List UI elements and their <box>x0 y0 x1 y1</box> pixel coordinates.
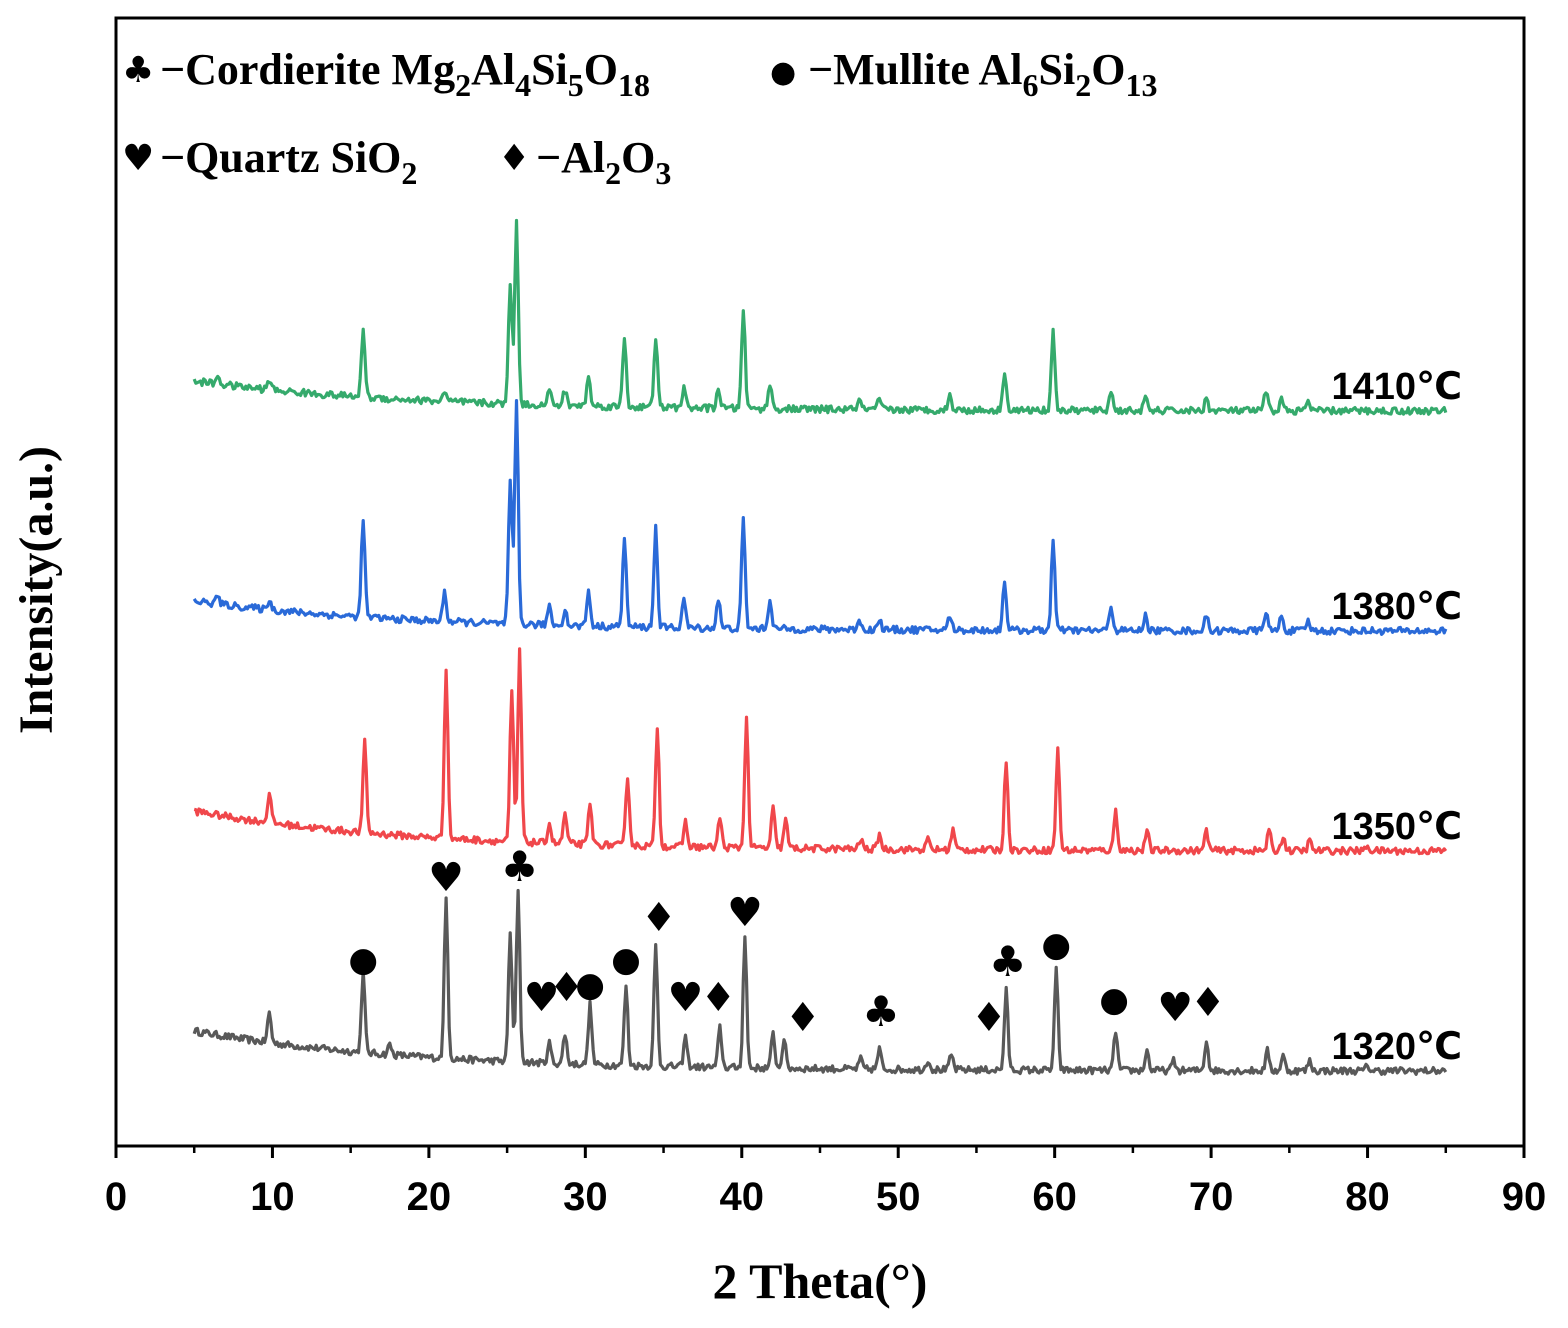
x-tick-label: 90 <box>1502 1175 1547 1219</box>
x-tick-label: 50 <box>876 1175 921 1219</box>
phase-marker: ♥ <box>524 975 560 1021</box>
plot-frame <box>114 16 1526 1148</box>
phase-marker: ♣ <box>989 937 1027 986</box>
legend-text: −Mullite Al6Si2O13 <box>808 45 1157 103</box>
series-line-1320℃ <box>192 888 1448 1076</box>
phase-marker: ● <box>1041 925 1071 965</box>
series-label: 1320℃ <box>1331 1026 1462 1068</box>
legend-symbol: ♦ <box>498 138 530 179</box>
legend-symbol: ● <box>770 55 796 90</box>
phase-marker: ♦ <box>1190 980 1226 1026</box>
phase-marker: ♥ <box>1157 985 1193 1031</box>
phase-marker: ♥ <box>727 890 763 936</box>
series-line-1380℃ <box>192 399 1448 636</box>
series-layer <box>192 218 1448 1076</box>
x-tick-label: 0 <box>105 1175 127 1219</box>
phase-marker: ♦ <box>785 995 821 1041</box>
x-axis-label: 2 Theta(°) <box>713 1253 928 1309</box>
series-label: 1380℃ <box>1331 586 1462 628</box>
x-tick-label: 70 <box>1189 1175 1234 1219</box>
phase-marker: ♣ <box>862 987 900 1036</box>
y-axis-label: Intensity(a.u.) <box>10 446 63 734</box>
series-label: 1350℃ <box>1331 806 1462 848</box>
phase-marker: ♥ <box>428 855 464 901</box>
x-tick-label: 60 <box>1032 1175 1077 1219</box>
legend: ♣ −Cordierite Mg2Al4Si5O18 ● −Mullite Al6Si… <box>122 45 1157 191</box>
phase-marker: ● <box>611 940 641 980</box>
legend-entry: ♣ −Cordierite Mg2Al4Si5O18 <box>122 45 650 103</box>
legend-symbol: ♣ <box>122 50 154 91</box>
x-tick-label: 10 <box>250 1175 295 1219</box>
phase-marker: ● <box>1099 980 1129 1020</box>
series-line-1350℃ <box>193 647 1448 856</box>
phase-marker: ♦ <box>971 995 1007 1041</box>
series-line-1410℃ <box>192 218 1448 416</box>
phase-marker: ♣ <box>501 842 539 891</box>
x-tick-label: 20 <box>407 1175 452 1219</box>
phase-marker: ● <box>348 940 378 980</box>
legend-text: −Quartz SiO2 <box>160 133 417 191</box>
legend-entry: ♥ −Quartz SiO2 <box>122 133 417 191</box>
series-label: 1410℃ <box>1331 366 1462 408</box>
legend-text: −Al2O3 <box>536 133 671 191</box>
legend-entry: ● −Mullite Al6Si2O13 <box>770 45 1157 103</box>
phase-marker: ♦ <box>700 975 736 1021</box>
phase-marker: ♦ <box>641 895 677 941</box>
x-tick-label: 30 <box>563 1175 608 1219</box>
legend-text: −Cordierite Mg2Al4Si5O18 <box>160 45 650 103</box>
phase-markers: ●♥ ♣♥♦●●♦♥♦♥♦ ♣ ♦♣ ●● ♥♦ <box>348 842 1226 1041</box>
x-tick-label: 40 <box>720 1175 765 1219</box>
series-labels: 1320℃ 1350℃ 1380℃ 1410℃ <box>1331 366 1462 1068</box>
phase-marker: ♦ <box>549 965 585 1011</box>
x-tick-label: 80 <box>1345 1175 1390 1219</box>
phase-marker: ♥ <box>668 975 704 1021</box>
legend-entry: ♦ −Al2O3 <box>498 133 671 191</box>
phase-marker: ● <box>575 965 605 1005</box>
legend-symbol: ♥ <box>122 138 154 179</box>
x-axis: 0 10 20 30 40 50 60 70 80 90 <box>105 1146 1546 1219</box>
